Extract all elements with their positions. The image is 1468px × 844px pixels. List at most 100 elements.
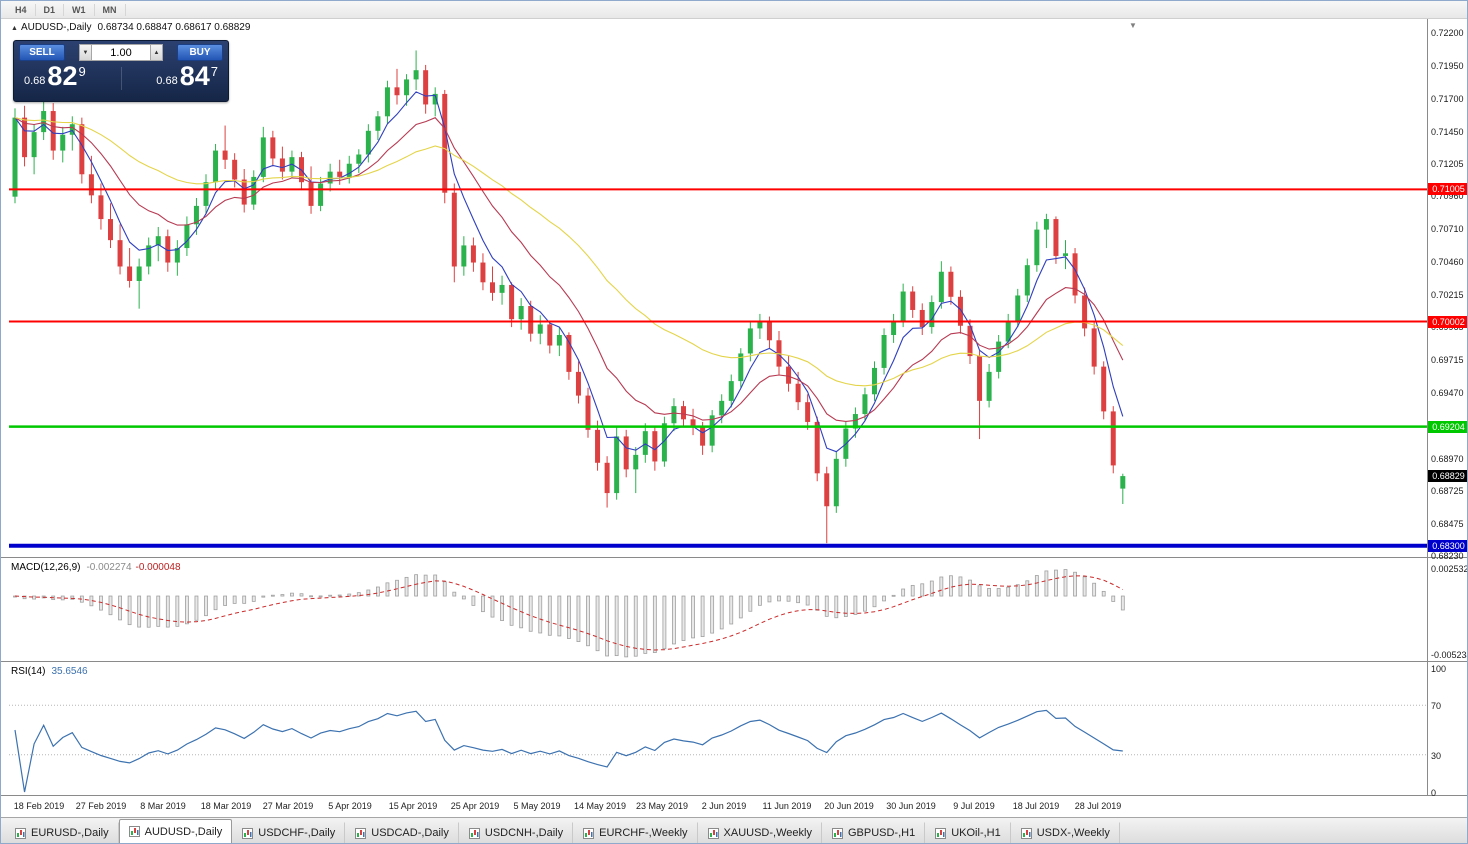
- triangle-down-icon: ▼: [82, 49, 89, 56]
- date-label: 27 Feb 2019: [75, 801, 127, 811]
- sell-price-base: 0.68: [24, 74, 46, 87]
- buy-price-sup: 7: [210, 64, 218, 79]
- axis-tick: 0.71700: [1431, 93, 1464, 104]
- chart-icon: [831, 827, 843, 839]
- one-click-trading-panel: SELL ▼ 1.00 ▲ BUY 0.68 82 9 0.68 84 7: [13, 40, 229, 102]
- chart-icon: [468, 827, 480, 839]
- tab-label: USDCHF-,Daily: [258, 827, 336, 839]
- volume-increase-button[interactable]: ▲: [150, 44, 163, 61]
- date-label: 15 Apr 2019: [388, 801, 438, 811]
- tab-label: XAUUSD-,Weekly: [723, 827, 812, 839]
- date-label: 5 Apr 2019: [328, 801, 372, 811]
- price-level-tag[interactable]: 0.68300: [1428, 539, 1467, 552]
- sell-button[interactable]: SELL: [19, 44, 65, 61]
- rsi-label: RSI(14) 35.6546: [11, 666, 88, 677]
- axis-tick: 0.71450: [1431, 126, 1464, 137]
- timeframe-button-mn[interactable]: MN: [95, 3, 126, 16]
- axis-tick: 0.70960: [1431, 191, 1464, 202]
- price-level-tag[interactable]: 0.71005: [1428, 183, 1467, 196]
- chart-tabs-bar: EURUSD-,Daily AUDUSD-,Daily USDCHF-,Daily U…: [1, 817, 1467, 843]
- chart-ohlc-values: 0.68734 0.68847 0.68617 0.68829: [97, 22, 251, 33]
- chart-tab-eurusd-daily[interactable]: EURUSD-,Daily: [5, 822, 119, 843]
- price-level-tag[interactable]: 0.69204: [1428, 420, 1467, 433]
- tab-label: EURUSD-,Daily: [31, 827, 109, 839]
- axis-tick: 0: [1431, 788, 1437, 798]
- chart-icon: [15, 827, 26, 839]
- chart-area: ▲ AUDUSD-,Daily 0.68734 0.68847 0.68617 0.…: [1, 19, 1467, 817]
- chart-icon: [355, 827, 367, 839]
- timeframe-button-d1[interactable]: D1: [36, 3, 65, 16]
- chart-shift-icon[interactable]: ▼: [1129, 21, 1137, 30]
- price-chart[interactable]: [1, 19, 1427, 557]
- axis-tick: 0.002532: [1431, 564, 1468, 574]
- chart-icon: [707, 827, 719, 839]
- buy-button[interactable]: BUY: [177, 44, 223, 61]
- date-label: 8 Mar 2019: [140, 801, 186, 811]
- time-axis[interactable]: 18 Feb 2019 27 Feb 2019 8 Mar 2019 18 Mar 2…: [1, 796, 1427, 819]
- date-label: 28 Jul 2019: [1074, 801, 1122, 811]
- chart-tab-usdcnh-daily[interactable]: USDCNH-,Daily: [459, 822, 574, 843]
- axis-tick: 0.70460: [1431, 257, 1464, 268]
- volume-field[interactable]: 1.00: [92, 44, 150, 61]
- price-axis-separator: [1427, 19, 1428, 796]
- date-label: 25 Apr 2019: [450, 801, 500, 811]
- macd-panel[interactable]: [1, 558, 1427, 661]
- date-label: 9 Jul 2019: [953, 801, 995, 811]
- chart-tab-xauusd-weekly[interactable]: XAUUSD-,Weekly: [698, 822, 822, 843]
- chart-tab-usdchf-daily[interactable]: USDCHF-,Daily: [232, 822, 346, 843]
- chart-tab-usdcad-daily[interactable]: USDCAD-,Daily: [345, 822, 459, 843]
- chart-title: ▲ AUDUSD-,Daily 0.68734 0.68847 0.68617 0.…: [11, 22, 250, 33]
- chart-symbol: AUDUSD-,Daily: [20, 22, 92, 33]
- tab-label: USDCNH-,Daily: [484, 827, 564, 839]
- current-price-tag[interactable]: 0.68829: [1428, 470, 1467, 483]
- tab-label: AUDUSD-,Daily: [144, 825, 223, 838]
- axis-tick: 0.69470: [1431, 387, 1464, 398]
- tab-label: EURCHF-,Weekly: [599, 827, 688, 839]
- date-label: 20 Jun 2019: [824, 801, 874, 811]
- macd-main-value: -0.002274: [86, 562, 132, 573]
- axis-tick: 0.68725: [1431, 485, 1464, 496]
- axis-tick: 0.69715: [1431, 355, 1464, 366]
- price-level-tag[interactable]: 0.70002: [1428, 315, 1467, 328]
- rsi-name: RSI(14): [11, 666, 46, 677]
- chart-tab-eurchf-weekly[interactable]: EURCHF-,Weekly: [573, 822, 698, 843]
- chart-icon: [1020, 827, 1032, 839]
- macd-name: MACD(12,26,9): [11, 562, 81, 573]
- timeframe-button-h4[interactable]: H4: [7, 3, 36, 16]
- date-label: 18 Mar 2019: [200, 801, 252, 811]
- volume-control: ▼ 1.00 ▲: [79, 44, 163, 61]
- timeframe-button-w1[interactable]: W1: [64, 3, 95, 16]
- tab-label: GBPUSD-,H1: [847, 827, 916, 839]
- axis-tick: 30: [1431, 750, 1442, 761]
- chart-tab-usdx-weekly[interactable]: USDX-,Weekly: [1011, 822, 1120, 843]
- triangle-up-icon: ▲: [153, 49, 160, 56]
- date-label: 27 Mar 2019: [262, 801, 314, 811]
- date-label: 2 Jun 2019: [701, 801, 747, 811]
- axis-tick: -0.005234: [1431, 650, 1468, 660]
- date-label: 5 May 2019: [513, 801, 561, 811]
- symbol-marker-icon: ▲: [11, 25, 18, 32]
- rsi-panel[interactable]: [1, 662, 1427, 795]
- axis-tick: 0.70710: [1431, 224, 1464, 235]
- date-label: 30 Jun 2019: [886, 801, 936, 811]
- sell-price-display[interactable]: 0.68 82 9: [24, 63, 86, 90]
- timeframe-toolbar: H4 D1 W1 MN: [1, 1, 1467, 19]
- volume-decrease-button[interactable]: ▼: [79, 44, 92, 61]
- date-label: 14 May 2019: [573, 801, 627, 811]
- chart-icon: [935, 827, 947, 839]
- price-macd-separator[interactable]: [1, 557, 1467, 558]
- buy-price-big: 84: [179, 61, 210, 91]
- macd-rsi-separator[interactable]: [1, 661, 1467, 662]
- date-label: 11 Jun 2019: [762, 801, 812, 811]
- rsi-timeline-separator: [1, 795, 1467, 796]
- axis-tick: 0.68970: [1431, 453, 1464, 464]
- chart-tab-gbpusd-h1[interactable]: GBPUSD-,H1: [822, 822, 926, 843]
- chart-tab-ukoil-h1[interactable]: UKOil-,H1: [925, 822, 1011, 843]
- tab-label: UKOil-,H1: [951, 827, 1001, 839]
- axis-tick: 0.72200: [1431, 28, 1464, 38]
- chart-icon: [242, 827, 254, 839]
- chart-tab-audusd-daily[interactable]: AUDUSD-,Daily: [118, 819, 233, 843]
- buy-price-display[interactable]: 0.68 84 7: [156, 61, 218, 91]
- rsi-current-value: 35.6546: [51, 666, 88, 677]
